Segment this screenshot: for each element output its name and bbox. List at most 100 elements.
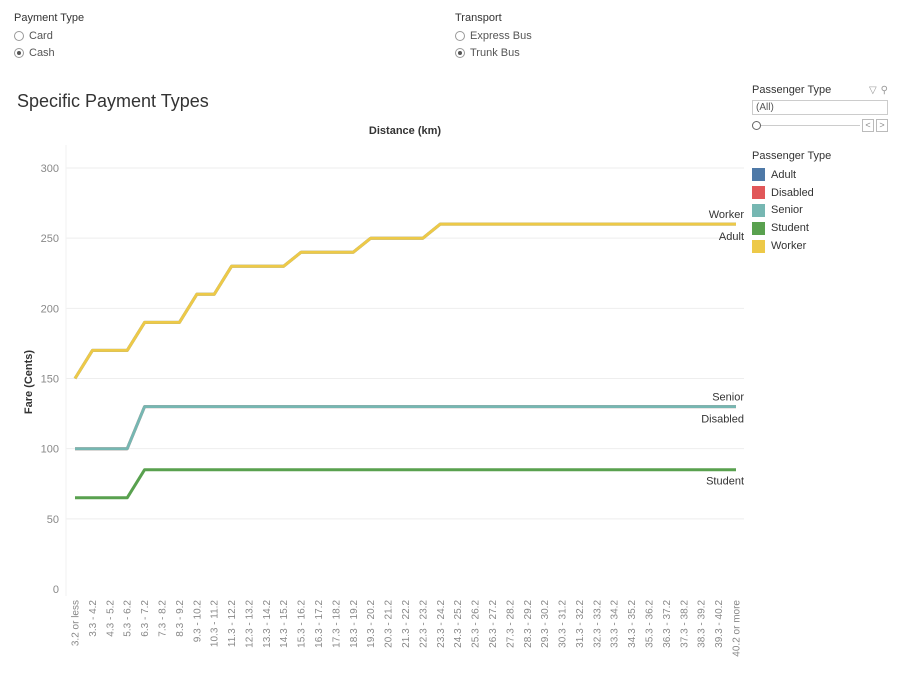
x-tick-label: 29.3 - 30.2: [540, 600, 551, 648]
legend: Passenger Type Adult Disabled Senior Stu…: [752, 150, 831, 255]
y-axis-title: Fare (Cents): [23, 350, 35, 415]
legend-item-worker[interactable]: Worker: [752, 237, 831, 255]
payment-type-title: Payment Type: [14, 12, 85, 24]
legend-label: Student: [771, 222, 809, 235]
x-tick-label: 4.3 - 5.2: [105, 600, 116, 637]
x-tick-label: 20.3 - 21.2: [384, 600, 395, 648]
x-tick-label: 40.2 or more: [732, 600, 743, 657]
y-tick-label: 100: [41, 444, 59, 456]
series-line-senior[interactable]: [75, 405, 736, 451]
passenger-type-slider[interactable]: [752, 121, 860, 130]
payment-option-cash-label: Cash: [29, 46, 55, 59]
x-tick-label: 6.3 - 7.2: [140, 600, 151, 637]
transport-option-express-bus[interactable]: Express Bus: [455, 27, 532, 44]
x-tick-label: 26.3 - 27.2: [488, 600, 499, 648]
x-tick-label: 5.3 - 6.2: [123, 600, 134, 637]
search-icon[interactable]: ⚲: [880, 84, 888, 96]
transport-option-express-label: Express Bus: [470, 29, 532, 42]
legend-item-student[interactable]: Student: [752, 219, 831, 237]
transport-option-trunk-label: Trunk Bus: [470, 46, 520, 59]
series-line-worker[interactable]: [73, 222, 736, 380]
series-end-label-student: Student: [706, 476, 744, 488]
x-tick-label: 8.3 - 9.2: [175, 600, 186, 637]
x-tick-label: 36.3 - 37.2: [662, 600, 673, 648]
x-tick-label: 23.3 - 24.2: [436, 600, 447, 648]
x-tick-label: 17.3 - 18.2: [331, 600, 342, 648]
legend-item-adult[interactable]: Adult: [752, 166, 831, 184]
radio-icon[interactable]: [14, 30, 24, 41]
next-button[interactable]: >: [876, 119, 888, 132]
legend-swatch: [752, 186, 765, 200]
x-tick-label: 34.3 - 35.2: [627, 600, 638, 648]
radio-checked-icon[interactable]: [14, 47, 24, 58]
series-end-label-disabled: Disabled: [701, 414, 744, 426]
legend-swatch: [752, 221, 765, 235]
payment-option-card-label: Card: [29, 29, 53, 42]
legend-item-senior[interactable]: Senior: [752, 202, 831, 220]
passenger-type-filter-title: Passenger Type: [752, 84, 832, 96]
x-tick-label: 22.3 - 23.2: [418, 600, 429, 648]
x-tick-label: 37.3 - 38.2: [679, 600, 690, 648]
x-tick-label: 13.3 - 14.2: [262, 600, 273, 648]
x-tick-label: 28.3 - 29.2: [523, 600, 534, 648]
x-tick-label: 21.3 - 22.2: [401, 600, 412, 648]
series-line-student[interactable]: [75, 468, 736, 500]
slider-handle[interactable]: [752, 121, 761, 130]
x-tick-label: 15.3 - 16.2: [297, 600, 308, 648]
payment-option-cash[interactable]: Cash: [14, 44, 84, 61]
series-end-label-worker: Worker: [709, 209, 745, 221]
x-tick-label: 35.3 - 36.2: [645, 600, 656, 648]
transport-title: Transport: [455, 12, 502, 24]
legend-label: Senior: [771, 204, 803, 217]
x-tick-label: 33.3 - 34.2: [610, 600, 621, 648]
x-tick-label: 27.3 - 28.2: [505, 600, 516, 648]
x-tick-label: 14.3 - 15.2: [279, 600, 290, 648]
y-tick-label: 0: [53, 584, 59, 596]
x-tick-label: 24.3 - 25.2: [453, 600, 464, 648]
filter-funnel-icon[interactable]: ▽: [868, 84, 877, 96]
legend-title: Passenger Type: [752, 150, 832, 162]
x-tick-label: 3.3 - 4.2: [88, 600, 99, 637]
legend-label: Disabled: [771, 186, 814, 199]
passenger-type-value[interactable]: (All): [752, 100, 888, 115]
legend-swatch: [752, 168, 765, 182]
payment-option-card[interactable]: Card: [14, 27, 84, 44]
x-tick-label: 30.3 - 31.2: [558, 600, 569, 648]
x-axis-title: Distance (km): [369, 125, 441, 137]
x-tick-label: 25.3 - 26.2: [471, 600, 482, 648]
radio-icon[interactable]: [455, 30, 465, 41]
x-tick-label: 31.3 - 32.2: [575, 600, 586, 648]
x-tick-label: 7.3 - 8.2: [157, 600, 168, 637]
series-line-disabled[interactable]: [75, 405, 736, 451]
x-tick-label: 12.3 - 13.2: [244, 600, 255, 648]
passenger-type-filter: Passenger Type ▽ ⚲ (All) < >: [752, 84, 888, 132]
legend-label: Worker: [771, 240, 807, 253]
series-end-label-adult: Adult: [719, 231, 744, 243]
y-tick-label: 150: [41, 374, 59, 386]
x-tick-label: 39.3 - 40.2: [714, 600, 725, 648]
x-tick-label: 18.3 - 19.2: [349, 600, 360, 648]
y-tick-label: 250: [41, 233, 59, 245]
x-tick-label: 3.2 or less: [71, 600, 82, 646]
payment-type-filter: Payment Type Card Cash: [14, 12, 84, 61]
legend-swatch: [752, 203, 765, 217]
y-tick-label: 50: [47, 514, 59, 526]
series-end-label-senior: Senior: [712, 392, 744, 404]
legend-label: Adult: [771, 168, 797, 181]
series-line-adult[interactable]: [73, 222, 736, 380]
x-tick-label: 9.3 - 10.2: [192, 600, 203, 643]
previous-button[interactable]: <: [862, 119, 874, 132]
x-tick-label: 32.3 - 33.2: [592, 600, 603, 648]
chart-title: Specific Payment Types: [17, 91, 209, 111]
x-tick-label: 19.3 - 20.2: [366, 600, 377, 648]
legend-swatch: [752, 239, 765, 253]
transport-filter: Transport Express Bus Trunk Bus: [455, 12, 532, 61]
y-tick-label: 200: [41, 303, 59, 315]
x-tick-label: 16.3 - 17.2: [314, 600, 325, 648]
radio-checked-icon[interactable]: [455, 47, 465, 58]
transport-option-trunk-bus[interactable]: Trunk Bus: [455, 44, 532, 61]
x-tick-label: 38.3 - 39.2: [697, 600, 708, 648]
x-tick-label: 10.3 - 11.2: [210, 600, 221, 648]
legend-item-disabled[interactable]: Disabled: [752, 184, 831, 202]
